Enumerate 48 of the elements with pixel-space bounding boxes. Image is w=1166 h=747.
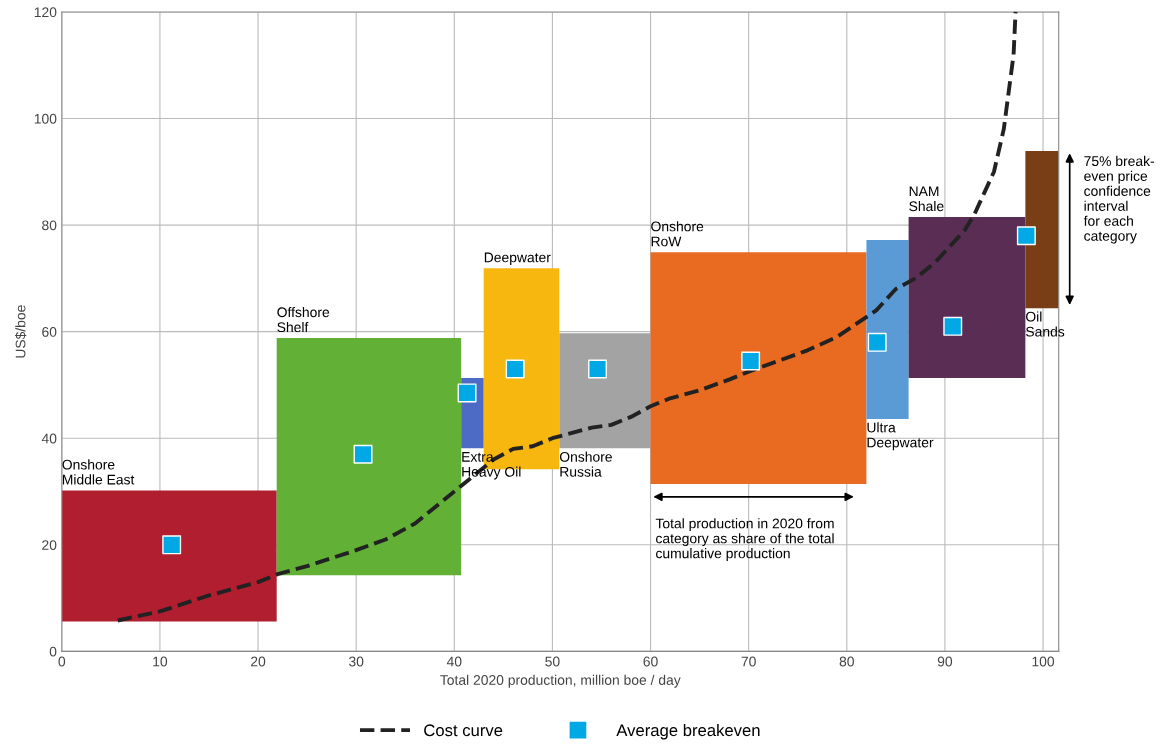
x-tick-label: 20 [251, 656, 266, 667]
bar [866, 240, 909, 420]
y-tick-label: 80 [42, 220, 57, 231]
bar [276, 338, 462, 576]
y-tick-label: 120 [34, 7, 57, 18]
point [162, 535, 182, 555]
x-tick-label: 90 [937, 656, 953, 667]
bar [1025, 151, 1059, 309]
x-tick-label: 70 [741, 656, 756, 667]
series-label: Offshore Shelf [277, 306, 330, 333]
point [741, 351, 761, 371]
point [588, 359, 608, 379]
series-label: Onshore RoW [651, 221, 704, 247]
x-tick-label: 30 [348, 656, 364, 667]
x-tick-label: 10 [153, 656, 168, 667]
series-label: Oil Sands [1026, 311, 1065, 337]
point [505, 359, 525, 379]
y-axis-title: US$/boe [15, 305, 27, 358]
point [867, 332, 887, 352]
x-axis-title: Total 2020 production, million boe / day [440, 674, 681, 688]
point [353, 444, 373, 464]
text: 75% break- even price confidence interval for each category [1083, 155, 1155, 244]
y-tick-label: 100 [34, 113, 57, 124]
series-label: Onshore Russia [559, 451, 612, 477]
y-tick-label: 20 [42, 540, 57, 550]
series-label: Deepwater [484, 252, 551, 266]
x-tick-label: 0 [58, 656, 66, 667]
bar [559, 333, 651, 449]
point [943, 316, 963, 336]
y-tick-label: 40 [41, 433, 57, 444]
x-tick-label: 40 [446, 656, 462, 667]
x-tick-label: 80 [839, 656, 854, 667]
series-label: Onshore Middle East [62, 459, 135, 485]
x-tick-label: 60 [643, 656, 658, 667]
y-tick-label: 0 [49, 646, 57, 657]
point [1016, 226, 1036, 246]
y-tick-label: 60 [42, 327, 57, 337]
x-tick-label: 50 [545, 656, 560, 667]
bar [650, 252, 867, 485]
x-tick-label: 100 [1032, 656, 1055, 667]
bar [61, 490, 277, 622]
series-label: NAM Shale [909, 186, 944, 212]
annotation: Total production in 2020 from category as share of the total cumulative production [655, 518, 834, 562]
point [457, 383, 477, 403]
bar [908, 217, 1026, 379]
legend-label: Average breakeven [616, 723, 760, 740]
series-label: Ultra Deepwater [867, 422, 934, 451]
legend-label: Cost curve [424, 724, 503, 737]
